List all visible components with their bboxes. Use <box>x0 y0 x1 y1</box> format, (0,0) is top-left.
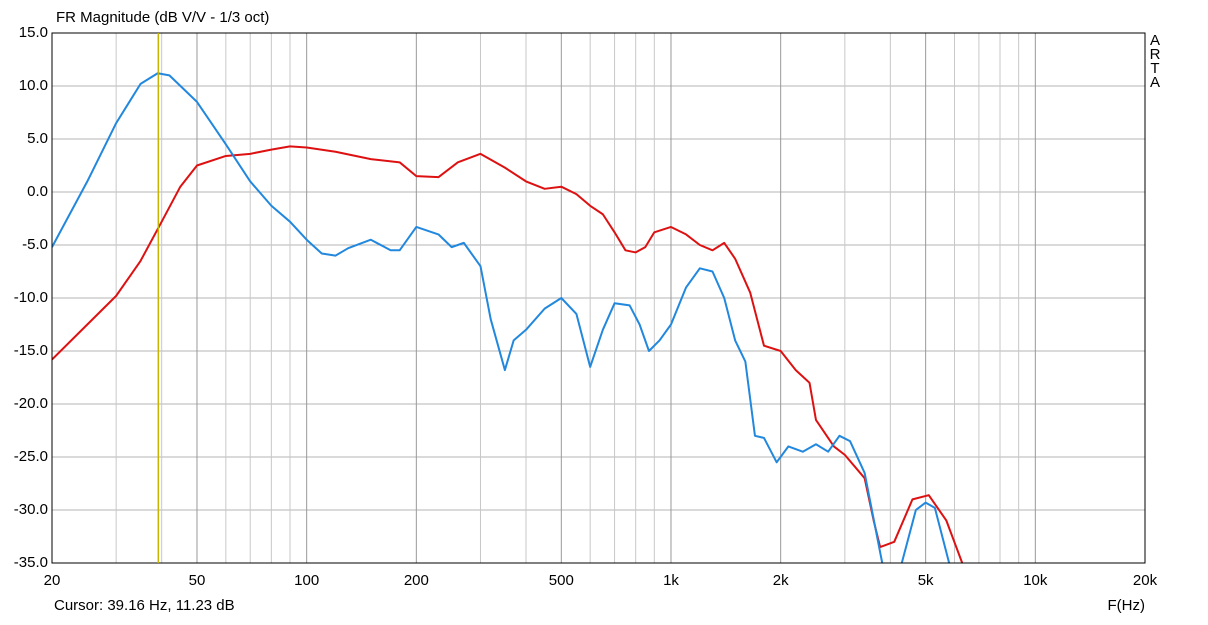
y-tick-label: -30.0 <box>14 501 48 518</box>
watermark: ARTA <box>1149 32 1161 91</box>
plot-frame <box>51 32 1146 564</box>
y-tick-label: -20.0 <box>14 395 48 412</box>
y-tick-label: -25.0 <box>14 448 48 465</box>
y-tick-label: -15.0 <box>14 342 48 359</box>
y-tick-label: -35.0 <box>14 554 48 571</box>
x-tick-label: 20 <box>44 572 61 589</box>
series-line <box>52 72 951 563</box>
y-tick-label: -5.0 <box>22 236 48 253</box>
x-tick-label: 1k <box>663 572 679 589</box>
x-tick-label: 100 <box>294 572 319 589</box>
x-tick-label: 10k <box>1023 572 1048 589</box>
y-tick-label: 15.0 <box>19 24 48 41</box>
cursor-readout: Cursor: 39.16 Hz, 11.23 dB <box>54 597 235 614</box>
x-tick-label: 50 <box>189 572 206 589</box>
x-tick-label: 500 <box>549 572 574 589</box>
x-tick-label: 5k <box>918 572 934 589</box>
x-axis-label: F(Hz) <box>1108 597 1146 614</box>
series-line <box>52 145 964 563</box>
y-tick-label: 5.0 <box>27 130 48 147</box>
chart-title: FR Magnitude (dB V/V - 1/3 oct) <box>56 9 269 26</box>
y-tick-label: 10.0 <box>19 77 48 94</box>
x-tick-label: 20k <box>1133 572 1158 589</box>
y-tick-label: 0.0 <box>27 183 48 200</box>
y-tick-label: -10.0 <box>14 289 48 306</box>
x-tick-label: 2k <box>773 572 789 589</box>
x-tick-label: 200 <box>404 572 429 589</box>
